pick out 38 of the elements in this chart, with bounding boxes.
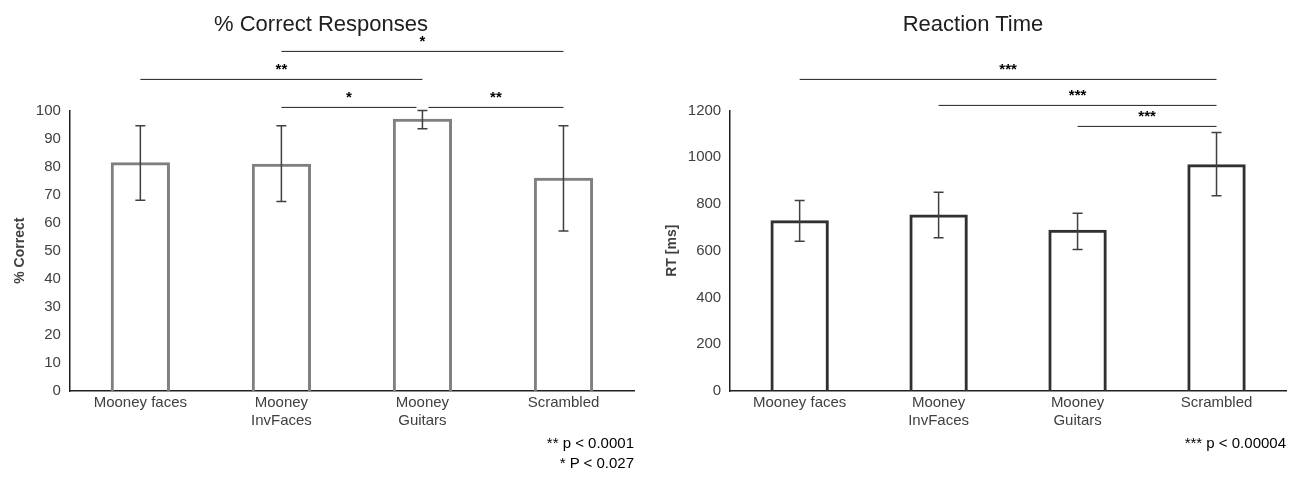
y-tick-label: 100	[35, 100, 61, 118]
y-tick-label: 1000	[687, 147, 722, 165]
y-tick-label: 70	[44, 184, 61, 202]
y-tick-label: 90	[44, 128, 61, 146]
x-tick-label: Scrambled	[527, 393, 600, 411]
y-tick-label: 400	[696, 287, 722, 305]
y-tick-label: 30	[44, 296, 61, 314]
x-tick-label: Mooney Guitars	[395, 393, 450, 429]
chart-title: Reaction Time	[902, 11, 1044, 37]
x-tick-label: Mooney InvFaces	[250, 393, 312, 429]
y-tick-label: 10	[44, 353, 61, 371]
y-tick-label: 800	[696, 194, 722, 212]
y-tick-label: 1200	[687, 100, 722, 118]
annotation: ***	[1138, 107, 1156, 125]
y-axis-title: % Correct	[11, 217, 28, 284]
x-tick-label: Mooney faces	[752, 393, 847, 411]
text: ** p < 0.0001	[545, 433, 634, 453]
text: **	[275, 60, 288, 78]
text: **	[490, 88, 502, 106]
text: ***	[999, 60, 1017, 78]
x-tick-label: Scrambled	[1180, 393, 1253, 411]
text: *** p < 0.00004	[1183, 433, 1286, 453]
y-tick-label: 600	[696, 240, 722, 258]
y-tick-label: 0	[712, 381, 722, 399]
y-tick-label: 20	[44, 325, 61, 343]
y-tick-label: 0	[52, 381, 61, 399]
x-tick-label: Mooney Guitars	[1050, 393, 1105, 429]
x-tick-label: Mooney InvFaces	[908, 393, 970, 429]
y-tick-label: 50	[44, 240, 61, 258]
y-tick-label: 200	[696, 334, 722, 352]
y-tick-label: 60	[44, 212, 61, 230]
y-axis-title: RT [ms]	[663, 224, 680, 277]
text: ***	[1068, 86, 1087, 104]
text: * P < 0.027	[558, 453, 634, 473]
x-tick-label: Mooney faces	[93, 393, 188, 411]
y-tick-label: 80	[44, 156, 61, 174]
text: *	[345, 88, 352, 106]
y-tick-label: 40	[44, 268, 61, 286]
